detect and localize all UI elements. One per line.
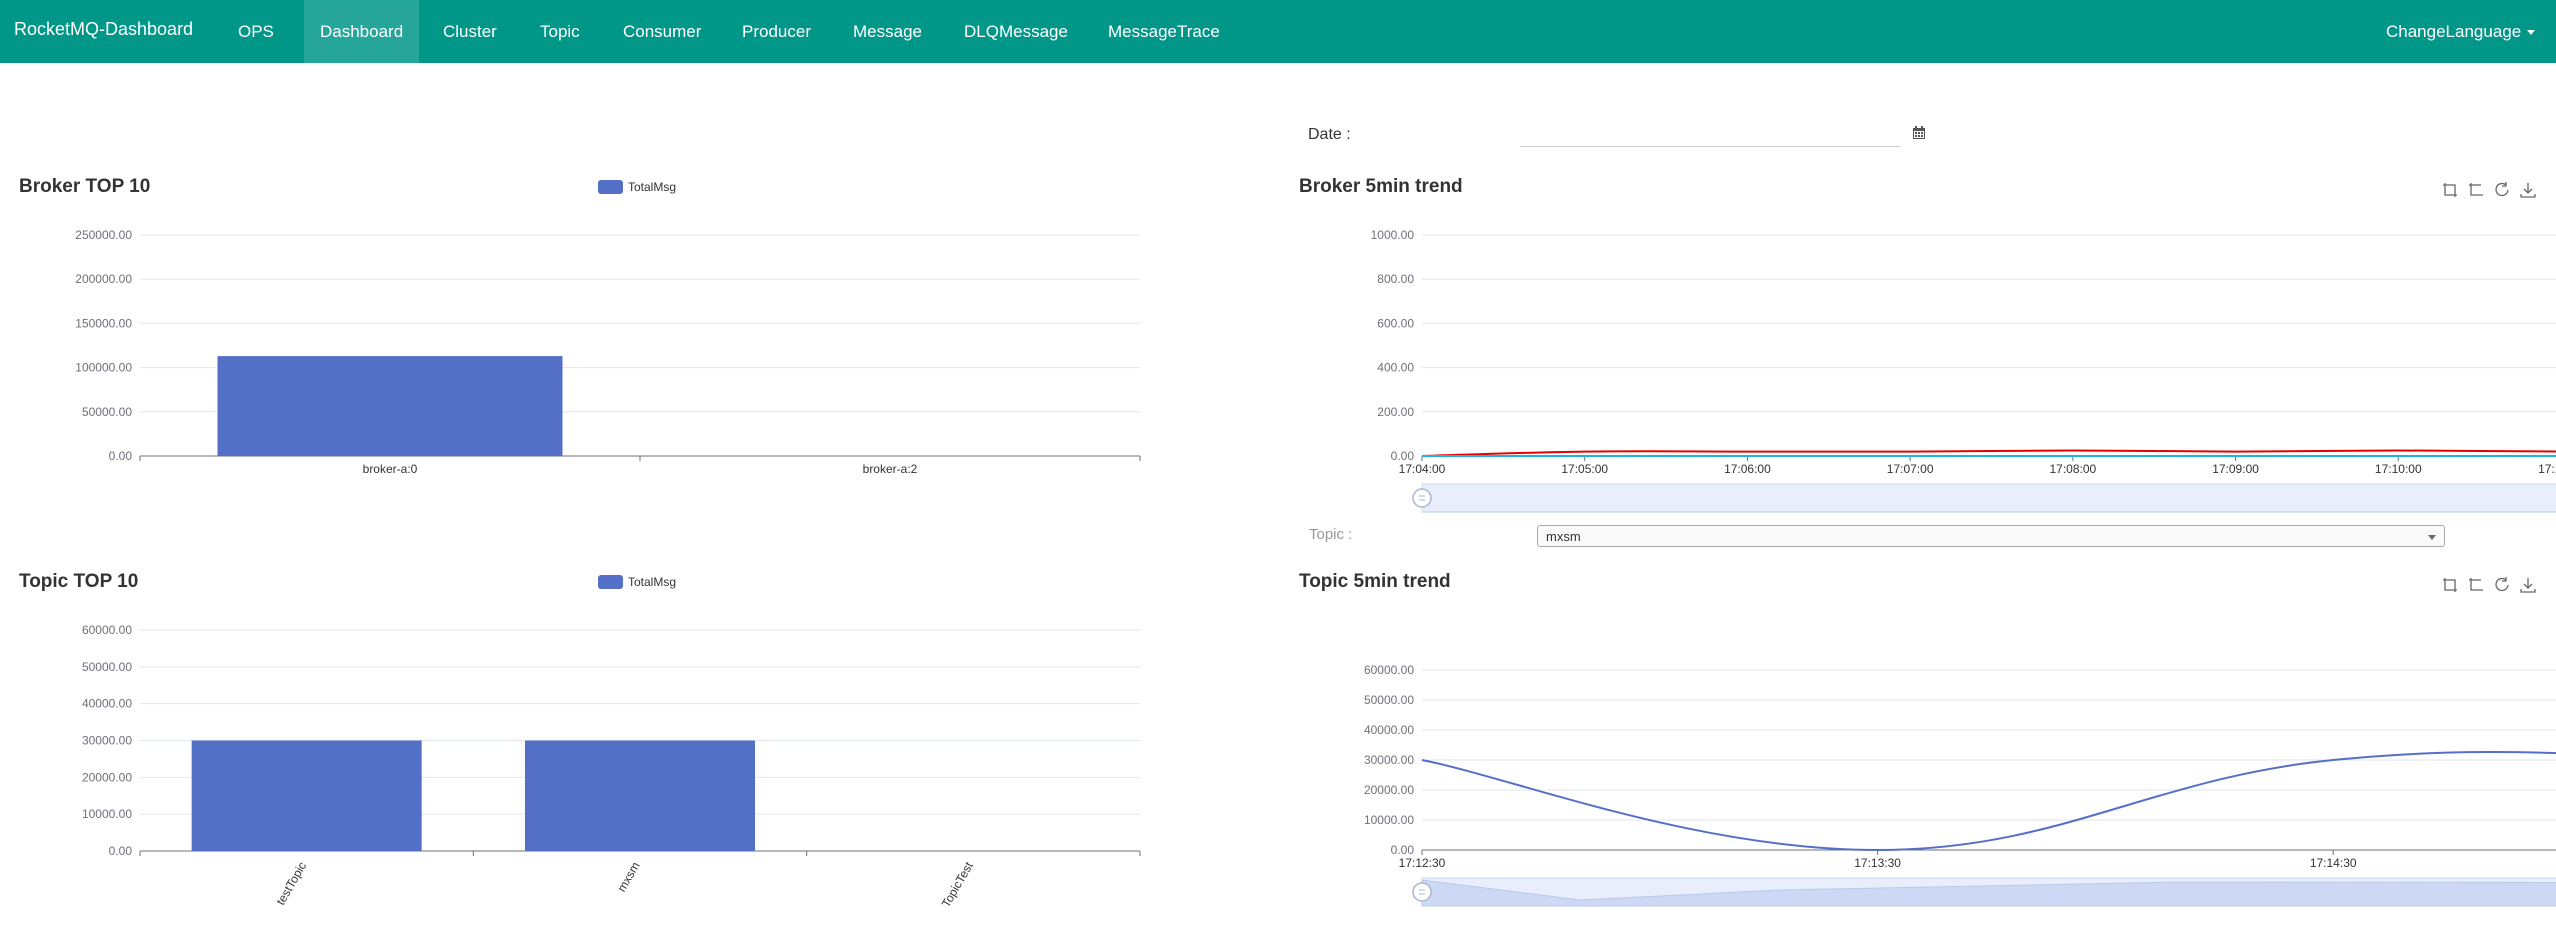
x-tick-label: 17:13:30 — [1854, 856, 1901, 870]
legend-label: TotalMsg — [628, 575, 676, 589]
topic-select[interactable]: mxsm — [1537, 525, 2445, 547]
x-tick-label: 17:08:00 — [2049, 462, 2096, 476]
zoom-reset-icon[interactable] — [2469, 578, 2483, 591]
bar — [525, 740, 755, 851]
save-image-icon[interactable] — [2520, 183, 2536, 198]
zoom-reset-icon[interactable] — [2469, 183, 2483, 196]
chevron-down-icon — [2527, 30, 2536, 36]
restore-icon[interactable] — [2495, 182, 2509, 197]
y-tick-label: 60000.00 — [1364, 663, 1414, 677]
nav-consumer[interactable]: Consumer — [623, 22, 702, 41]
legend-label: TotalMsg — [628, 180, 676, 194]
y-tick-label: 250000.00 — [75, 228, 132, 242]
topic-trend-chart: 0.00 10000.00 20000.00 30000.00 40000.00 5000… — [1364, 663, 2556, 907]
x-tick-label: 17:07:00 — [1887, 462, 1934, 476]
y-tick-label: 20000.00 — [82, 770, 132, 784]
topic-top-title: Topic TOP 10 — [19, 571, 139, 592]
series-line — [1421, 751, 2556, 852]
y-tick-label: 60000.00 — [82, 623, 132, 637]
series-line — [1421, 449, 2556, 457]
nav-message[interactable]: Message — [853, 22, 922, 41]
y-tick-label: 0.00 — [109, 844, 133, 858]
x-tick-label: 17:06:00 — [1724, 462, 1771, 476]
date-input-underline — [1520, 146, 1900, 147]
broker-trend-title: Broker 5min trend — [1299, 176, 1463, 197]
y-tick-label: 0.00 — [1391, 449, 1415, 463]
change-language-label: ChangeLanguage — [2386, 22, 2522, 41]
x-tick-label: broker-a:2 — [863, 462, 918, 476]
zoom-icon[interactable] — [2443, 183, 2457, 197]
topic-trend-title: Topic 5min trend — [1299, 571, 1451, 592]
nav-dashboard[interactable]: Dashboard — [304, 0, 420, 63]
y-tick-label: 30000.00 — [1364, 753, 1414, 767]
broker-top-chart: TotalMsg 0.00 50000.00 100000.00 150000.00 20… — [75, 180, 1141, 476]
datazoom-preview — [1421, 879, 2556, 907]
nav-dlqmessage[interactable]: DLQMessage — [964, 22, 1068, 41]
nav-ops[interactable]: OPS — [238, 22, 274, 41]
topic-top-chart: TotalMsg 0.00 10000.00 20000.00 30000.00 4000… — [82, 575, 1141, 910]
broker-trend-chart: 0.00 200.00 400.00 600.00 800.00 1000.00 17:04… — [1371, 228, 2556, 513]
x-tick-label: TopicTest — [939, 859, 976, 910]
chevron-down-icon — [2428, 535, 2436, 540]
broker-trend-toolbox — [2443, 182, 2536, 198]
x-tick-label: testTopic — [273, 860, 309, 908]
y-tick-label: 50000.00 — [82, 405, 132, 419]
y-tick-label: 150000.00 — [75, 316, 132, 330]
y-tick-label: 200.00 — [1377, 405, 1414, 419]
y-tick-label: 200000.00 — [75, 272, 132, 286]
nav-messagetrace[interactable]: MessageTrace — [1108, 22, 1220, 41]
y-tick-label: 600.00 — [1377, 316, 1414, 330]
y-tick-label: 0.00 — [1391, 843, 1415, 857]
brand-title[interactable]: RocketMQ-Dashboard — [14, 19, 194, 39]
x-tick-label: 17:10:00 — [2375, 462, 2422, 476]
y-tick-label: 10000.00 — [82, 807, 132, 821]
datazoom-track — [1421, 483, 2556, 513]
change-language-dropdown[interactable]: ChangeLanguage — [2386, 0, 2536, 63]
x-tick-label: 17:05:00 — [1561, 462, 1608, 476]
y-tick-label: 20000.00 — [1364, 783, 1414, 797]
y-tick-label: 10000.00 — [1364, 813, 1414, 827]
datazoom-handle — [1412, 882, 1432, 902]
y-tick-label: 800.00 — [1377, 272, 1414, 286]
save-image-icon[interactable] — [2520, 578, 2536, 593]
y-tick-label: 40000.00 — [1364, 723, 1414, 737]
x-tick-label: 17:12:30 — [1399, 856, 1446, 870]
y-tick-label: 30000.00 — [82, 734, 132, 748]
topic-label: Topic : — [1309, 526, 1353, 543]
nav-cluster[interactable]: Cluster — [443, 22, 497, 41]
top-navbar: RocketMQ-Dashboard OPS Dashboard Cluster… — [0, 0, 2556, 63]
broker-top-title: Broker TOP 10 — [19, 176, 151, 197]
calendar-icon[interactable] — [1912, 126, 1926, 140]
y-tick-label: 0.00 — [109, 449, 133, 463]
y-tick-label: 50000.00 — [1364, 693, 1414, 707]
y-tick-label: 50000.00 — [82, 660, 132, 674]
x-tick-label: 17:09:00 — [2212, 462, 2259, 476]
x-tick-label: 17:14:30 — [2310, 856, 2357, 870]
nav-producer[interactable]: Producer — [742, 22, 811, 41]
bar — [191, 740, 422, 851]
date-input[interactable] — [1520, 122, 1904, 148]
x-tick-label: broker-a:0 — [363, 462, 418, 476]
y-tick-label: 40000.00 — [82, 697, 132, 711]
datazoom-handle — [1412, 488, 1432, 508]
x-tick-label: 17:04:00 — [1399, 462, 1446, 476]
x-tick-label: mxsm — [614, 860, 642, 895]
nav-topic[interactable]: Topic — [540, 22, 580, 41]
legend-swatch — [598, 575, 623, 589]
y-tick-label: 100000.00 — [75, 361, 132, 375]
date-label: Date : — [1308, 126, 1351, 143]
legend-swatch — [598, 180, 623, 194]
zoom-icon[interactable] — [2443, 578, 2457, 592]
y-tick-label: 400.00 — [1377, 361, 1414, 375]
x-tick-label: 17:11:00 — [2538, 462, 2556, 476]
restore-icon[interactable] — [2495, 577, 2509, 592]
y-tick-label: 1000.00 — [1371, 228, 1415, 242]
topic-select-value: mxsm — [1546, 529, 1581, 544]
topic-trend-toolbox — [2443, 577, 2536, 593]
bar — [217, 356, 563, 456]
